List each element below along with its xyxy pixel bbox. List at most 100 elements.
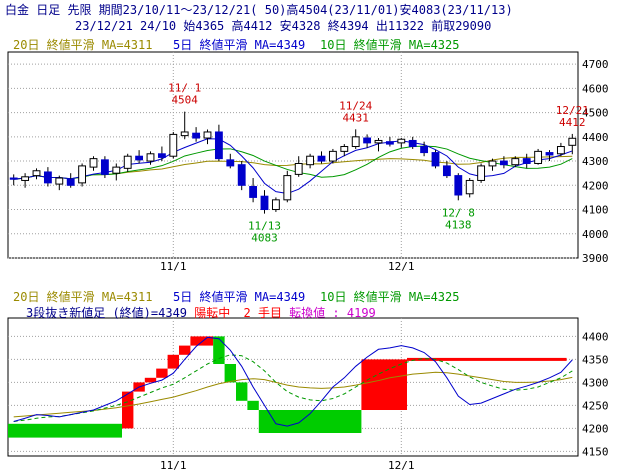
renko-step-count: 2 手目 — [243, 306, 282, 320]
candle-up — [78, 165, 87, 184]
candle-down — [66, 178, 75, 186]
renko-trend-state: 陽転中 — [194, 306, 231, 320]
top-ytick-label: 4300 — [582, 155, 609, 168]
candle-up — [328, 150, 337, 162]
legend-ma20-top: 20日 終値平滑 MA=4311 — [13, 36, 152, 53]
candle-up — [32, 170, 41, 177]
renko-box-up — [190, 336, 214, 346]
candle-down — [545, 152, 554, 156]
annotation-value: 4504 — [171, 94, 198, 107]
candle-up — [556, 146, 565, 155]
renko-box-down — [213, 336, 225, 364]
top-ytick-label: 4100 — [582, 204, 609, 217]
candle-up — [55, 177, 64, 185]
candle-down — [260, 195, 269, 211]
ma5-line-bottom — [13, 336, 573, 427]
legend-ma20-bottom: 20日 終値平滑 MA=4311 — [13, 288, 152, 305]
annotation-date: 12/21 — [556, 104, 589, 117]
candle-up — [511, 158, 520, 166]
candle-down — [249, 186, 258, 198]
renko-box-down — [258, 410, 362, 433]
bottom-ytick-label: 4150 — [582, 445, 609, 458]
ma20-line-bottom — [13, 371, 573, 418]
candle-up — [169, 133, 178, 157]
legend-ma20-label-2: 20日 終値平滑 MA=4311 — [13, 290, 153, 304]
renko-close-value: 3段抜き新値足 (終値)=4349 — [26, 306, 188, 320]
candle-up — [123, 155, 132, 169]
candle-down — [420, 146, 429, 154]
legend-ma5-top: 5日 終値平滑 MA=4349 — [173, 36, 305, 53]
candle-down — [499, 160, 508, 166]
candle-up — [340, 146, 349, 152]
candle-up — [112, 166, 121, 174]
legend-ma10-label: 10日 終値平滑 MA=4325 — [320, 38, 460, 52]
candle-up — [477, 165, 486, 181]
renko-box-up — [167, 354, 179, 369]
candle-up — [397, 138, 406, 144]
legend-ma10-bottom: 10日 終値平滑 MA=4325 — [320, 288, 459, 305]
legend-ma5-bottom: 5日 終値平滑 MA=4349 — [173, 288, 305, 305]
chart-header: 白金 日足 先限 期間23/10/11～23/12/21( 50)高4504(2… — [0, 0, 624, 34]
renko-box-up — [361, 359, 407, 410]
candle-up — [568, 137, 577, 146]
renko-box-up — [144, 377, 157, 383]
renko-line-level — [407, 357, 567, 361]
candle-down — [43, 171, 52, 184]
annotation-date: 11/ 1 — [168, 82, 201, 95]
bottom-xtick-label: 12/1 — [388, 459, 415, 472]
annotation-value: 4083 — [251, 232, 278, 245]
candle-up — [465, 179, 474, 195]
legend-ma20-label: 20日 終値平滑 MA=4311 — [13, 38, 153, 52]
candle-up — [89, 158, 98, 168]
renko-box-up — [156, 368, 168, 378]
ma10-line-bottom — [13, 354, 573, 422]
top-ytick-label: 4200 — [582, 179, 609, 192]
candle-down — [454, 175, 463, 196]
candle-up — [374, 139, 383, 144]
top-xtick-label: 12/1 — [388, 260, 415, 273]
candle-up — [534, 150, 543, 164]
renko-reversal-value: 転換値 : 4199 — [289, 306, 376, 320]
candle-down — [214, 131, 223, 160]
candle-up — [351, 136, 360, 148]
candle-down — [385, 141, 394, 145]
candle-down — [237, 164, 246, 186]
bottom-ytick-label: 4350 — [582, 353, 609, 366]
top-ytick-label: 4000 — [582, 228, 609, 241]
bottom-ytick-label: 4400 — [582, 330, 609, 343]
candle-up — [271, 199, 280, 211]
candle-down — [226, 159, 235, 167]
annotation-date: 11/13 — [248, 220, 281, 233]
candle-down — [431, 152, 440, 167]
candle-down — [135, 155, 144, 161]
header-line-2: 23/12/21 24/10 始4365 高4412 安4328 終4394 出… — [75, 19, 492, 33]
candle-down — [522, 158, 531, 164]
candle-up — [21, 176, 30, 181]
annotation-date: 11/24 — [339, 99, 372, 112]
legend-ma5-label: 5日 終値平滑 MA=4349 — [173, 38, 306, 52]
bottom-ytick-label: 4250 — [582, 399, 609, 412]
legend-ma10-label-2: 10日 終値平滑 MA=4325 — [320, 290, 460, 304]
renko-box-up — [122, 391, 134, 429]
top-ytick-label: 4500 — [582, 107, 609, 120]
candle-down — [408, 139, 417, 148]
renko-box-down — [224, 364, 236, 383]
candle-up — [488, 160, 497, 167]
candle-up — [203, 131, 212, 139]
top-xtick-label: 11/1 — [160, 260, 187, 273]
renko-box-down — [247, 400, 259, 410]
bottom-ytick-label: 4200 — [582, 422, 609, 435]
annotation-value: 4412 — [559, 116, 586, 129]
candle-down — [157, 153, 166, 158]
annotation-value: 4431 — [342, 111, 369, 124]
bottom-ytick-label: 4300 — [582, 376, 609, 389]
candle-down — [317, 155, 326, 162]
top-panel-frame — [7, 51, 579, 259]
renko-box-up — [179, 345, 191, 355]
annotation-value: 4138 — [445, 218, 472, 231]
top-ytick-label: 4600 — [582, 82, 609, 95]
bottom-xtick-label: 11/1 — [160, 459, 187, 472]
candle-down — [9, 177, 18, 180]
renko-box-down — [8, 423, 122, 438]
top-ytick-label: 4700 — [582, 58, 609, 71]
